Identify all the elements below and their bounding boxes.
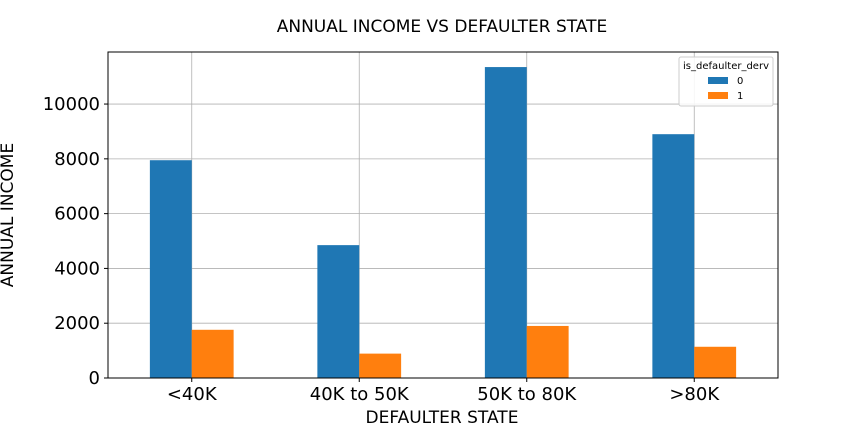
y-tick-label: 6000 [54, 204, 100, 225]
y-tick-label: 10000 [43, 94, 100, 115]
bars-layer [149, 67, 737, 378]
legend-label: 1 [737, 91, 743, 102]
y-tick-label: 8000 [54, 149, 100, 170]
x-tick-label: 40K to 50K [310, 384, 410, 405]
y-axis-label: ANNUAL INCOME [0, 143, 18, 287]
bar-series-0 [149, 160, 192, 378]
legend-label: 0 [737, 76, 743, 87]
x-tick-label: 50K to 80K [477, 384, 577, 405]
bar-series-1 [359, 353, 402, 378]
y-tick-label: 0 [89, 368, 100, 389]
legend: is_defaulter_derv 0 1 [678, 56, 774, 107]
bar-series-1 [191, 329, 234, 378]
x-tick-label: <40K [167, 384, 218, 405]
bar-series-1 [694, 346, 737, 378]
bar-series-0 [652, 134, 695, 378]
bar-series-1 [526, 325, 569, 378]
ticks-layer: 0 2000 4000 6000 8000 10000 <40K 40K to 50K 50K … [43, 94, 721, 405]
y-tick-label: 2000 [54, 313, 100, 334]
bar-series-0 [317, 245, 360, 378]
y-tick-label: 4000 [54, 258, 100, 279]
plot-frame [107, 51, 779, 379]
legend-title: is_defaulter_derv [683, 61, 769, 72]
chart-title: ANNUAL INCOME VS DEFAULTER STATE [277, 17, 608, 37]
bar-series-0 [484, 67, 527, 378]
x-tick-label: >80K [669, 384, 720, 405]
x-axis-label: DEFAULTER STATE [366, 408, 519, 428]
legend-swatch [708, 92, 728, 99]
legend-swatch [708, 77, 728, 84]
